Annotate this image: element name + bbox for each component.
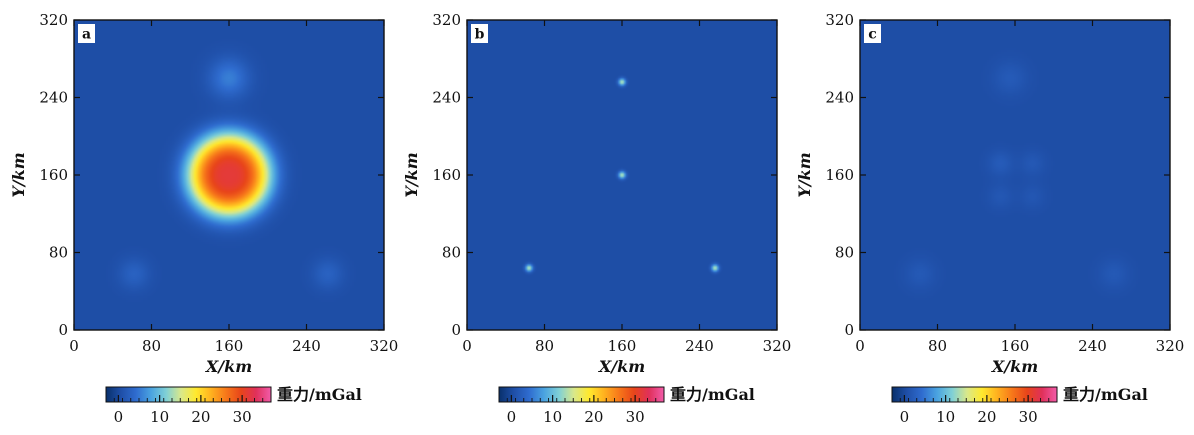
y-tick-label: 240: [825, 89, 854, 107]
x-tick-label: 0: [462, 337, 472, 355]
x-tick-label: 80: [535, 337, 554, 355]
x-axis-label: X/km: [991, 357, 1038, 376]
y-axis-label: Y/km: [9, 152, 28, 197]
x-tick-label: 0: [69, 337, 79, 355]
colorbar-tick-label: 0: [900, 408, 910, 426]
y-tick-label: 80: [49, 244, 68, 262]
colorbar-label: 重力/mGal: [1063, 385, 1148, 404]
colorbar-tick-label: 0: [507, 408, 517, 426]
x-tick-label: 240: [292, 337, 321, 355]
y-tick-label: 160: [825, 166, 854, 184]
colorbar: 0 10 20 30 重力/mGal: [498, 385, 755, 426]
x-axis-label: X/km: [598, 357, 645, 376]
y-tick-label: 80: [442, 244, 461, 262]
colorbar-tick-label: 20: [584, 408, 603, 426]
colorbar-tick-label: 0: [114, 408, 124, 426]
colorbar-tick-label: 10: [150, 408, 169, 426]
y-tick-label: 0: [451, 321, 461, 339]
panel-label-box: [78, 24, 95, 43]
x-tick-label: 0: [855, 337, 865, 355]
x-tick-label: 160: [1001, 337, 1030, 355]
panel-a: a 0 80 160 240 320 0 80 160 240 320 X/km Y/km 0 10 20 30…: [9, 11, 398, 426]
y-tick-label: 320: [825, 11, 854, 29]
colorbar: 0 10 20 30 重力/mGal: [105, 385, 362, 426]
y-tick-label: 80: [835, 244, 854, 262]
x-tick-label: 80: [928, 337, 947, 355]
colorbar-tick-label: 30: [1019, 408, 1038, 426]
y-tick-label: 320: [432, 11, 461, 29]
colorbar-tick-label: 10: [936, 408, 955, 426]
y-tick-label: 0: [58, 321, 68, 339]
x-tick-label: 320: [763, 337, 792, 355]
colorbar-label: 重力/mGal: [277, 385, 362, 404]
colorbar-tick-label: 20: [191, 408, 210, 426]
y-tick-label: 160: [432, 166, 461, 184]
x-tick-label: 320: [370, 337, 399, 355]
y-tick-label: 160: [39, 166, 68, 184]
x-tick-label: 80: [142, 337, 161, 355]
y-axis-label: Y/km: [795, 152, 814, 197]
x-tick-label: 240: [1078, 337, 1107, 355]
panel-c: c 0 80 160 240 320 0 80 160 240 320 X/km Y/km 0 10 20 30…: [795, 11, 1184, 426]
heatmap-image: [467, 20, 777, 330]
panel-label: a: [82, 27, 91, 43]
panel-label-box: [864, 24, 881, 43]
y-tick-label: 320: [39, 11, 68, 29]
x-tick-label: 320: [1156, 337, 1185, 355]
colorbar: 0 10 20 30 重力/mGal: [891, 385, 1148, 426]
colorbar-tick-label: 30: [626, 408, 645, 426]
x-tick-label: 240: [685, 337, 714, 355]
y-axis-label: Y/km: [402, 152, 421, 197]
colorbar-label: 重力/mGal: [670, 385, 755, 404]
colorbar-tick-label: 10: [543, 408, 562, 426]
heatmap-image: [74, 20, 384, 330]
y-tick-label: 240: [39, 89, 68, 107]
panel-label: b: [475, 27, 485, 43]
x-tick-label: 160: [215, 337, 244, 355]
colorbar-tick-label: 30: [233, 408, 252, 426]
panel-b: b 0 80 160 240 320 0 80 160 240 320 X/km Y/km 0 10 20 30…: [402, 11, 791, 426]
y-tick-label: 240: [432, 89, 461, 107]
x-tick-label: 160: [608, 337, 637, 355]
panel-label-box: [471, 24, 488, 43]
panel-label: c: [868, 27, 877, 43]
y-tick-label: 0: [844, 321, 854, 339]
x-axis-label: X/km: [205, 357, 252, 376]
heatmap-image: [860, 20, 1170, 330]
colorbar-tick-label: 20: [977, 408, 996, 426]
